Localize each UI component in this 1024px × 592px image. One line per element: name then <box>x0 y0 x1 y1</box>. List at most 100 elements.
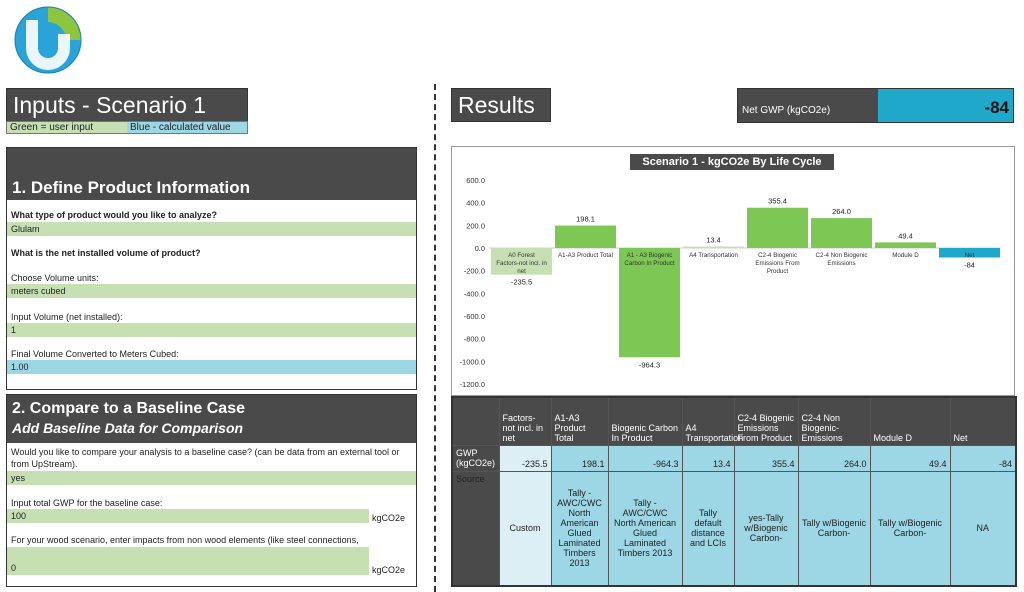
nonwood-field[interactable]: 0 <box>7 547 369 575</box>
category-label: Net <box>965 252 975 259</box>
volume-question: What is the net installed volume of prod… <box>11 248 201 258</box>
category-label: A0 Forest <box>508 252 535 259</box>
compare-field[interactable]: yes <box>7 471 416 485</box>
gwp-value-cell: -235.5 <box>498 444 552 472</box>
table-header-cell: C2-4 Biogenic Emissions From Product <box>733 396 799 446</box>
section2-header: 2. Compare to a Baseline Case Add Baseli… <box>7 395 416 443</box>
y-tick-label: -1200.0 <box>460 380 485 389</box>
table-header-cell: A4 Transportation <box>681 396 743 446</box>
nonwood-unit: kgCO2e <box>372 565 406 575</box>
category-label: net <box>517 268 526 275</box>
source-value-cell: NA <box>949 470 1017 587</box>
bar <box>747 207 808 248</box>
bar <box>939 248 1000 258</box>
bar <box>619 248 680 358</box>
section1-heading: 1. Define Product Information <box>7 148 416 200</box>
nonwood-label: For your wood scenario, enter impacts fr… <box>11 535 359 545</box>
category-label: Carbon In Product <box>624 260 674 267</box>
baseline-gwp-row: 100 kgCO2e <box>7 509 416 523</box>
source-row-label: Source <box>451 470 500 587</box>
category-label: A1 - A3 Biogenic <box>627 252 673 259</box>
nonwood-row: 0 kgCO2e <box>7 547 416 575</box>
category-label: Emissions From <box>755 260 799 267</box>
y-tick-label: -800.0 <box>464 335 485 344</box>
bar <box>875 242 936 248</box>
input-volume-label: Input Volume (net installed): <box>11 312 123 322</box>
section-divider <box>434 84 436 592</box>
gwp-value-cell: 49.4 <box>869 444 951 472</box>
source-value-cell: Tally w/Biogenic Carbon- <box>869 470 951 587</box>
product-question: What type of product would you like to a… <box>11 210 218 220</box>
baseline-gwp-label: Input total GWP for the baseline case: <box>11 498 163 508</box>
inputs-title: Inputs - Scenario 1 <box>6 88 248 122</box>
final-volume-value: 1.00 <box>7 360 416 374</box>
section-define-product: 1. Define Product Information What type … <box>6 147 417 390</box>
category-label: A1-A3 Product Total <box>558 252 613 259</box>
source-value-cell: yes-Tally w/Biogenic Carbon- <box>733 470 799 587</box>
data-label: 355.4 <box>768 197 787 206</box>
baseline-gwp-field[interactable]: 100 <box>7 509 369 523</box>
volume-units-label: Choose Volume units: <box>11 273 99 283</box>
table-source-row: Source Custom Tally - AWC/CWC North Americ… <box>451 470 1017 587</box>
color-legend: Green = user input Blue - calculated val… <box>6 121 248 134</box>
source-value-cell: Tally default distance and LCIs <box>681 470 735 587</box>
chart-frame <box>451 146 1015 396</box>
section2-heading: 2. Compare to a Baseline Case <box>12 400 245 417</box>
chart-title: Scenario 1 - kgCO2e By Life Cycle Stage <box>630 154 834 184</box>
category-label: C2-4 Biogenic <box>758 252 797 259</box>
category-label: Product <box>767 268 789 275</box>
net-gwp-value: -84 <box>878 89 1013 122</box>
section-baseline: 2. Compare to a Baseline Case Add Baseli… <box>6 394 417 587</box>
final-volume-label: Final Volume Converted to Meters Cubed: <box>11 349 179 359</box>
input-volume-field[interactable]: 1 <box>7 323 416 337</box>
gwp-value-cell: -964.3 <box>607 444 683 472</box>
gwp-value-cell: 355.4 <box>733 444 799 472</box>
category-label: C2-4 Non Biogenic <box>816 252 868 259</box>
gwp-value-cell: -84 <box>949 444 1017 472</box>
table-header-cell <box>451 396 500 446</box>
results-title: Results <box>451 88 551 122</box>
bar <box>491 248 552 275</box>
data-label: 264.0 <box>832 207 851 216</box>
data-label: 49.4 <box>898 231 913 240</box>
net-gwp-label: Net GWP (kgCO2e) <box>738 89 878 122</box>
gwp-value-cell: 264.0 <box>797 444 871 472</box>
y-tick-label: 400.0 <box>466 199 485 208</box>
gwp-bar-chart: 600.0 400.0 200.0 0.0 -200.0 -400.0 -600.0 -800… <box>460 176 1001 389</box>
y-tick-label: -600.0 <box>464 312 485 321</box>
source-value-cell: Custom <box>498 470 552 587</box>
legend-blue: Blue - calculated value <box>127 122 247 133</box>
volume-units-field[interactable]: meters cubed <box>7 284 416 298</box>
gwp-value-cell: 198.1 <box>550 444 609 472</box>
product-type-field[interactable]: Glulam <box>7 222 416 236</box>
source-value-cell: Tally - AWC/CWC North American Glued Lam… <box>550 470 609 587</box>
net-gwp-box: Net GWP (kgCO2e) -84 <box>737 88 1014 123</box>
results-table: Factors-not incl. in net A1-A3 Product To… <box>451 396 1017 587</box>
table-header-row: Factors-not incl. in net A1-A3 Product To… <box>451 396 1017 446</box>
table-header-cell: Module D <box>869 396 951 446</box>
data-label: 13.4 <box>706 235 721 244</box>
gwp-value-cell: 13.4 <box>681 444 735 472</box>
data-label: -84 <box>964 261 975 270</box>
gwp-row-label: GWP (kgCO2e) <box>451 444 500 472</box>
table-header-cell: Net <box>949 396 1017 446</box>
source-value-cell: Tally - AWC/CWC North American Glued Lam… <box>607 470 683 587</box>
data-label: -235.5 <box>511 278 532 287</box>
bar <box>555 225 616 248</box>
bar <box>811 218 872 248</box>
category-label: Module D <box>892 252 919 259</box>
table-header-cell: Biogenic Carbon In Product <box>607 396 683 446</box>
table-gwp-row: GWP (kgCO2e) -235.5 198.1 -964.3 13.4 355.4 26… <box>451 444 1017 472</box>
y-tick-label: 600.0 <box>466 176 485 185</box>
y-tick-label: -200.0 <box>464 267 485 276</box>
table-header-cell: A1-A3 Product Total <box>550 396 609 446</box>
table-header-cell: C2-4 Non Biogenic-Emissions <box>797 396 871 446</box>
table-header-cell: Factors-not incl. in net <box>498 396 552 446</box>
upstream-logo <box>14 6 82 74</box>
category-label: A4 Transportation <box>689 252 738 259</box>
data-label: 198.1 <box>576 215 595 224</box>
section2-subheading: Add Baseline Data for Comparison <box>12 420 244 436</box>
baseline-gwp-unit: kgCO2e <box>372 513 406 523</box>
y-tick-label: -1000.0 <box>460 357 485 366</box>
source-value-cell: Tally w/Biogenic Carbon- <box>797 470 871 587</box>
